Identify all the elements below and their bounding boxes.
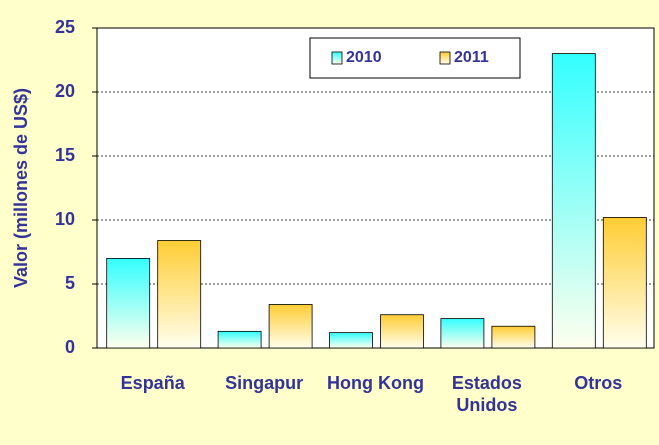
y-tick-label: 10	[55, 209, 75, 229]
bar	[440, 318, 485, 349]
legend-label: 2010	[346, 49, 382, 66]
x-tick-label: España	[120, 373, 185, 393]
bar	[551, 53, 596, 349]
bar	[217, 330, 262, 349]
x-tick-label: Otros	[574, 373, 623, 393]
bar	[329, 332, 373, 349]
bar	[268, 304, 313, 349]
bar	[491, 325, 536, 349]
y-tick-label: 0	[65, 337, 75, 357]
x-tick-label: Estados Unidos	[451, 373, 522, 415]
legend-box	[309, 37, 521, 79]
x-tick-label: Hong Kong	[327, 373, 424, 393]
bar	[157, 240, 202, 349]
y-axis-label: Valor (millones de US$)	[11, 88, 31, 288]
bar	[380, 314, 424, 349]
legend-swatch	[439, 51, 451, 65]
bar	[602, 217, 647, 349]
bar	[106, 257, 151, 349]
y-tick-label: 25	[55, 17, 75, 37]
legend-swatch	[331, 51, 343, 65]
x-tick-label: Singapur	[225, 373, 304, 393]
y-tick-label: 20	[55, 81, 75, 101]
y-tick-label: 15	[55, 145, 75, 165]
y-tick-label: 5	[65, 273, 75, 293]
legend-label: 2011	[454, 49, 489, 66]
